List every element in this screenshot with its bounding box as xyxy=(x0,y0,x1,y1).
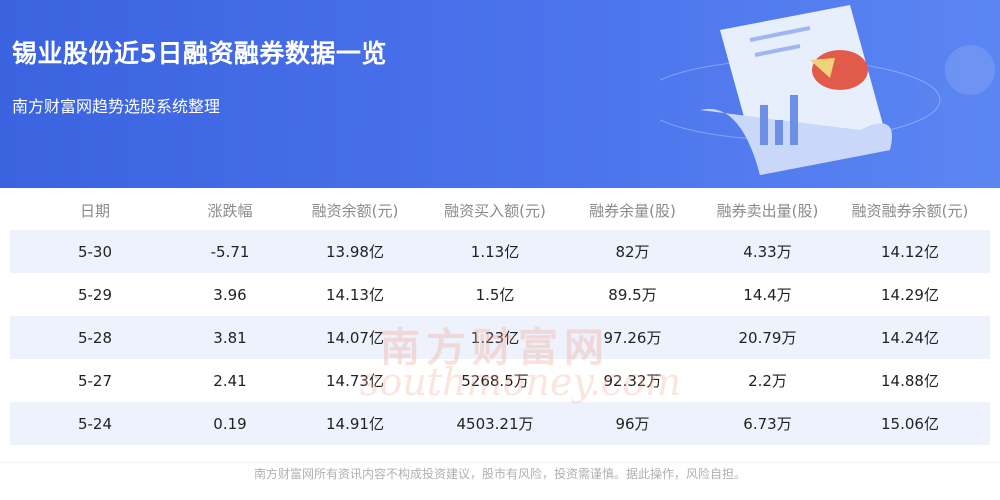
table-cell: 15.06亿 xyxy=(881,415,939,433)
table-cell: 5-24 xyxy=(77,414,113,433)
table-row: 5-30 -5.71 13.98亿 1.13亿 82万 4.33万 14.12亿 xyxy=(10,230,990,273)
table-cell: 0.19 xyxy=(213,414,247,433)
column-header: 融资余额(元) xyxy=(311,201,399,220)
table-cell: 5-30 xyxy=(77,242,113,261)
table-cell: 5-27 xyxy=(77,371,113,390)
column-header: 融资买入额(元) xyxy=(444,201,546,220)
table-cell: 4.33万 xyxy=(743,243,792,261)
table-cell: 89.5万 xyxy=(608,286,657,304)
page-subtitle: 南方财富网趋势选股系统整理 xyxy=(12,97,221,116)
table-cell: -5.71 xyxy=(210,242,250,261)
document-chart-illustration xyxy=(660,5,995,175)
table-cell: 14.12亿 xyxy=(881,243,939,261)
table-cell: 4503.21万 xyxy=(456,415,534,433)
table-cell: 1.5亿 xyxy=(475,286,515,304)
column-header: 融券余量(股) xyxy=(589,201,676,220)
table-cell: 3.96 xyxy=(213,285,247,304)
table-cell: 1.23亿 xyxy=(470,329,520,347)
table-cell: 5-29 xyxy=(77,285,113,304)
column-header: 融资融券余额(元) xyxy=(851,201,969,220)
table-cell: 96万 xyxy=(615,415,650,433)
table-cell: 3.81 xyxy=(213,328,247,347)
table-cell: 14.24亿 xyxy=(881,329,939,347)
column-header: 融券卖出量(股) xyxy=(716,201,819,220)
disclaimer: 南方财富网所有资讯内容不构成投资建议，股市有风险，投资需谨慎。据此操作，风险自担… xyxy=(0,462,1000,482)
table-cell: 14.4万 xyxy=(743,286,792,304)
table-cell: 14.91亿 xyxy=(326,415,384,433)
table-cell: 14.88亿 xyxy=(881,372,939,390)
table-cell: 14.29亿 xyxy=(881,286,939,304)
table-cell: 6.73万 xyxy=(743,415,792,433)
table-cell: 20.79万 xyxy=(738,329,797,347)
table-cell: 82万 xyxy=(615,243,650,261)
table-header: 日期 涨跌幅 融资余额(元) 融资买入额(元) 融券余量(股) 融券卖出量(股)… xyxy=(10,190,990,230)
table-cell: 14.07亿 xyxy=(326,329,384,347)
column-header: 涨跌幅 xyxy=(207,201,253,220)
table-cell: 92.32万 xyxy=(603,372,662,390)
table-cell: 1.13亿 xyxy=(470,243,520,261)
column-header: 日期 xyxy=(79,201,110,220)
table-row: 5-28 3.81 14.07亿 1.23亿 97.26万 20.79万 14.24亿 xyxy=(10,316,990,359)
margin-trading-table: 日期 涨跌幅 融资余额(元) 融资买入额(元) 融券余量(股) 融券卖出量(股)… xyxy=(10,190,990,445)
table-cell: 5268.5万 xyxy=(461,372,529,390)
table-cell: 14.13亿 xyxy=(326,286,384,304)
table-cell: 97.26万 xyxy=(603,329,662,347)
table-row: 5-27 2.41 14.73亿 5268.5万 92.32万 2.2万 14.88亿 xyxy=(10,359,990,402)
table-cell: 13.98亿 xyxy=(326,243,384,261)
table-cell: 5-28 xyxy=(77,328,113,347)
table-row: 5-29 3.96 14.13亿 1.5亿 89.5万 14.4万 14.29亿 xyxy=(10,273,990,316)
table-cell: 2.2万 xyxy=(748,372,787,390)
table-cell: 14.73亿 xyxy=(326,372,384,390)
header-banner: 锡业股份近5日融资融券数据一览 南方财富网趋势选股系统整理 xyxy=(0,0,1000,188)
table-row: 5-24 0.19 14.91亿 4503.21万 96万 6.73万 15.06亿 xyxy=(10,402,990,445)
table-cell: 2.41 xyxy=(213,371,247,390)
page-title: 锡业股份近5日融资融券数据一览 xyxy=(12,39,387,68)
